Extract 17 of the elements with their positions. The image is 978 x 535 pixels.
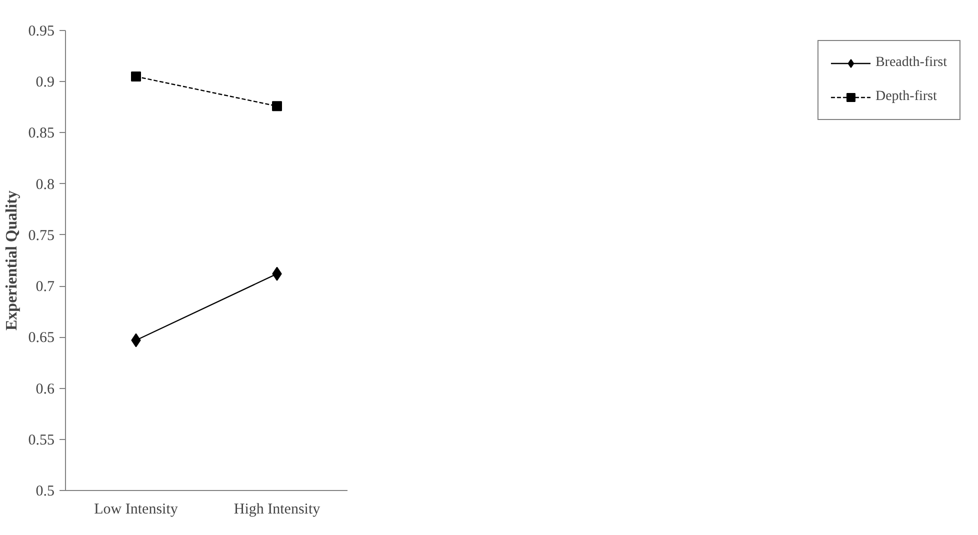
legend-label: Breadth-first	[875, 55, 947, 71]
x-tick-label: Low Intensity	[94, 502, 178, 518]
y-tick-label: 0.55	[28, 432, 54, 448]
y-tick-label: 0.7	[36, 279, 55, 296]
y-axis-title: Experiential Quality	[3, 190, 20, 330]
point	[272, 101, 282, 112]
y-tick-label: 0.6	[36, 381, 55, 398]
legend-label: Depth-first	[875, 89, 937, 105]
y-tick-label: 0.95	[28, 24, 54, 40]
y-tick-label: 0.75	[28, 228, 54, 244]
x-tick-label: High Intensity	[234, 502, 321, 518]
y-tick-label: 0.65	[28, 330, 54, 346]
y-tick-label: 0.9	[36, 74, 54, 91]
point	[131, 72, 141, 82]
y-tick-label: 0.5	[36, 484, 54, 500]
y-tick-label: 0.85	[28, 126, 54, 142]
y-tick-label: 0.8	[36, 176, 54, 193]
